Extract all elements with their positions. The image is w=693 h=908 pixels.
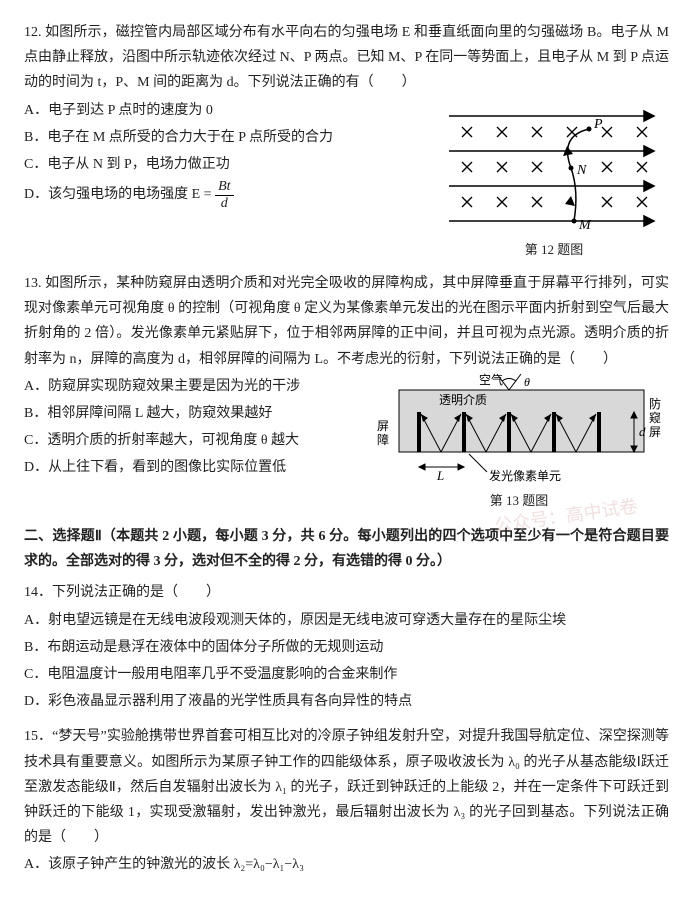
svg-text:屏: 屏 (649, 425, 661, 439)
svg-text:窥: 窥 (649, 410, 661, 425)
question-13: 13. 如图所示，某种防窥屏由透明介质和对光完全吸收的屏障构成，其中屏障垂直于屏… (24, 271, 669, 512)
q13-stem: 13. 如图所示，某种防窥屏由透明介质和对光完全吸收的屏障构成，其中屏障垂直于屏… (24, 271, 669, 372)
q12-svg: M N P (439, 96, 669, 236)
q14-option-c: C．电阻温度计一般用电阻率几乎不受温度影响的合金来制作 (24, 662, 669, 687)
q14-stem: 14．下列说法正确的是（ ） (24, 580, 669, 605)
q15-option-a: A．该原子钟产生的钟激光的波长 λ₂=λ₀−λ₁−λ₃ (24, 852, 669, 877)
question-14: 14．下列说法正确的是（ ） A．射电望远镜是在无线电波段观测天体的，原因是无线… (24, 580, 669, 714)
label-medium: 透明介质 (439, 393, 487, 407)
q13-options: A．防窥屏实现防窥效果主要是因为光的干涉 B．相邻屏障间隔 L 越大，防窥效果越… (24, 372, 359, 483)
svg-text:障: 障 (377, 432, 389, 447)
label-screen: 防 (649, 396, 661, 411)
frac-den: d (215, 196, 233, 211)
label-L: L (436, 468, 444, 483)
q14-option-d: D．彩色液晶显示器利用了液晶的光学性质具有各向异性的特点 (24, 689, 669, 714)
page-container: 公众号：高中试卷 gaosh 12. 如图所示，磁控管内局部区域分布有水平向右的… (24, 20, 669, 878)
section-2-title: 二、选择题Ⅱ（本题共 2 小题，每小题 3 分，共 6 分。每小题列出的四个选项… (24, 524, 669, 574)
label-barrier: 屏 (377, 419, 389, 433)
q13-option-b: B．相邻屏障间隔 L 越大，防窥效果越好 (24, 401, 359, 426)
label-theta: θ (524, 375, 530, 389)
q14-option-a: A．射电望远镜是在无线电波段观测天体的，原因是无线电波可穿透大量存在的星际尘埃 (24, 608, 669, 633)
q12-options: A．电子到达 P 点时的速度为 0 B．电子在 M 点所受的合力大于在 P 点所… (24, 96, 429, 213)
question-12: 12. 如图所示，磁控管内局部区域分布有水平向右的匀强电场 E 和垂直纸面向里的… (24, 20, 669, 261)
q12-figure: M N P 第 12 题图 (439, 96, 669, 261)
label-air: 空气 (479, 372, 503, 387)
frac-num: Bt (215, 179, 233, 195)
label-M: M (578, 218, 592, 233)
q12-d-text: D．该匀强电场的电场强度 E = (24, 187, 215, 202)
q15-stem: 15．“梦天号”实验舱携带世界首套可相互比对的冷原子钟组发射升空，对提升我国导航… (24, 724, 669, 850)
q13-option-c: C．透明介质的折射率越大，可视角度 θ 越大 (24, 428, 359, 453)
q12-stem: 12. 如图所示，磁控管内局部区域分布有水平向右的匀强电场 E 和垂直纸面向里的… (24, 20, 669, 96)
q13-option-a: A．防窥屏实现防窥效果主要是因为光的干涉 (24, 374, 359, 399)
q12-caption: 第 12 题图 (439, 238, 669, 261)
q13-option-d: D．从上往下看，看到的图像比实际位置低 (24, 455, 359, 480)
q13-caption: 第 13 题图 (369, 489, 669, 512)
q14-option-b: B．布朗运动是悬浮在液体中的固体分子所做的无规则运动 (24, 635, 669, 660)
label-pixel: 发光像素单元 (489, 468, 561, 483)
q13-svg: 空气 θ 透明介质 (369, 372, 669, 487)
q12-option-c: C．电子从 N 到 P，电场力做正功 (24, 152, 429, 177)
q12-option-a: A．电子到达 P 点时的速度为 0 (24, 98, 429, 123)
q12-d-fraction: Bt d (215, 179, 233, 211)
label-d: d (639, 424, 646, 439)
q12-option-d: D．该匀强电场的电场强度 E = Bt d (24, 179, 429, 211)
q12-option-b: B．电子在 M 点所受的合力大于在 P 点所受的合力 (24, 125, 429, 150)
label-N: N (576, 163, 587, 178)
label-P: P (593, 117, 603, 132)
question-15: 15．“梦天号”实验舱携带世界首套可相互比对的冷原子钟组发射升空，对提升我国导航… (24, 724, 669, 877)
q13-figure: 空气 θ 透明介质 (369, 372, 669, 512)
